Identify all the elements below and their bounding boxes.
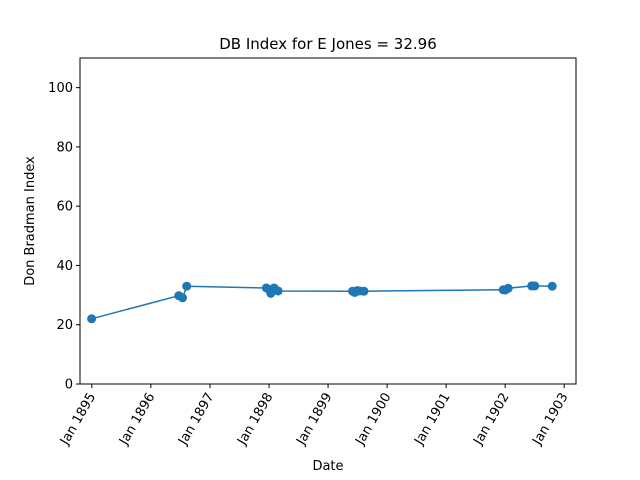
- x-tick-label: Jan 1898: [234, 391, 276, 449]
- data-point: [87, 314, 97, 324]
- y-tick-label: 80: [56, 140, 73, 155]
- y-axis: 0 20 40 60 80 100: [48, 81, 80, 393]
- y-tick-label: 0: [65, 378, 73, 393]
- series-line: [91, 285, 553, 320]
- x-tick-label: Jan 1903: [530, 391, 572, 449]
- x-tick-label: Jan 1901: [411, 391, 453, 449]
- x-axis-label: Date: [312, 459, 343, 474]
- y-tick-label: 20: [56, 318, 73, 333]
- data-point: [503, 283, 513, 293]
- x-tick-label: Jan 1895: [57, 391, 99, 449]
- x-axis: Jan 1895 Jan 1896 Jan 1897 Jan 1898 Jan 1899…: [57, 384, 572, 448]
- data-point: [273, 286, 283, 296]
- data-point: [530, 281, 540, 291]
- data-point: [547, 281, 557, 291]
- data-point: [182, 281, 192, 291]
- y-tick-label: 40: [56, 259, 73, 274]
- x-tick-label: Jan 1896: [116, 391, 158, 449]
- x-tick-label: Jan 1897: [175, 391, 217, 449]
- chart-title: DB Index for E Jones = 32.96: [219, 35, 437, 53]
- data-point: [178, 293, 188, 303]
- data-point: [359, 286, 369, 296]
- y-tick-label: 100: [48, 81, 73, 96]
- x-tick-label: Jan 1899: [293, 391, 335, 449]
- series-markers: [87, 281, 557, 324]
- x-tick-label: Jan 1902: [471, 391, 513, 449]
- y-tick-label: 60: [56, 200, 73, 215]
- x-tick-label: Jan 1900: [352, 391, 394, 449]
- plot-frame: [79, 57, 577, 385]
- y-axis-label: Don Bradman Index: [23, 156, 38, 286]
